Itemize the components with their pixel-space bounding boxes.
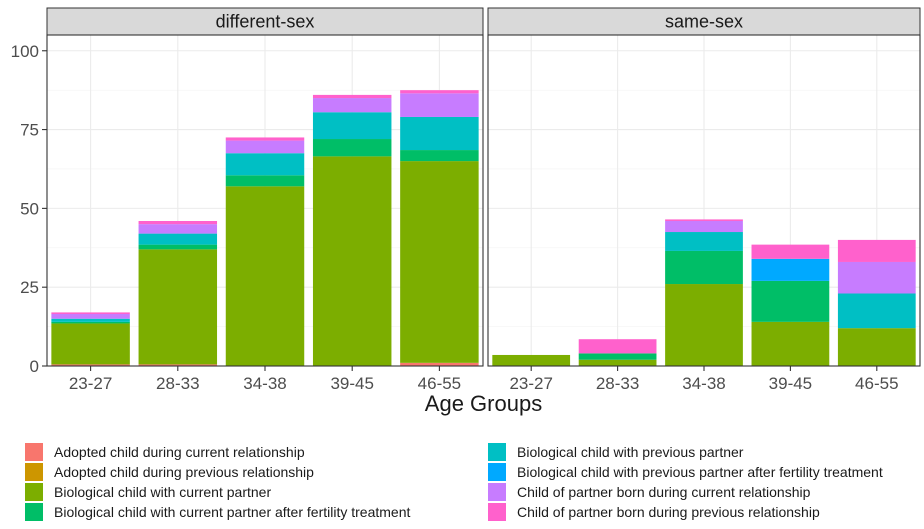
x-tick-label-different-sex-34-38: 34-38 [243,374,286,393]
bar-segment-different-sex-34-38-child-of-partner-born-during-previous-relationship [225,137,305,141]
bar-segment-same-sex-39-45-biological-child-with-current-partner [751,321,830,366]
bar-segment-different-sex-46-55-biological-child-with-current-partner [400,161,479,363]
legend-label: Adopted child during current relationshi… [54,444,305,460]
x-tick-label-different-sex-23-27: 23-27 [69,374,112,393]
legend-item-biological-child-with-previous-partner: Biological child with previous partner [488,443,744,461]
x-tick-label-same-sex-46-55: 46-55 [855,374,898,393]
legend-label: Biological child with previous partner a… [517,464,883,480]
legend-item-adopted-child-during-current-relationship: Adopted child during current relationshi… [25,443,305,461]
bar-segment-different-sex-39-45-biological-child-with-previous-partner [312,112,392,140]
bar-segment-different-sex-23-27-biological-child-with-current-partner [51,323,130,365]
bar-segment-same-sex-39-45-biological-child-with-previous-partner-after-fertility-treatment [751,258,830,281]
legend-key [25,483,43,501]
legend-label: Child of partner born during previous re… [517,504,820,520]
legend-label: Biological child with current partner af… [54,504,410,520]
x-tick-label-same-sex-34-38: 34-38 [682,374,725,393]
bars-different-sex [51,90,479,366]
y-axis: 0 25 50 75 100 [11,42,47,376]
legend-key [488,503,506,521]
bar-segment-same-sex-28-33-biological-child-with-current-partner-after-fertility-treatment [578,353,657,360]
bar-segment-different-sex-46-55-child-of-partner-born-during-previous-relationship [400,90,479,94]
bar-segment-different-sex-23-27-biological-child-with-current-partner-after-fertility-treatment [51,321,130,324]
bar-segment-different-sex-28-33-biological-child-with-current-partner [138,249,218,365]
legend-key [488,483,506,501]
legend-label: Adopted child during previous relationsh… [54,464,314,480]
bar-segment-different-sex-34-38-biological-child-with-current-partner [225,186,305,366]
bar-segment-different-sex-23-27-child-of-partner-born-during-previous-relationship [51,312,130,314]
bar-segment-different-sex-39-45-child-of-partner-born-during-current-relationship [312,98,392,113]
x-tick-label-same-sex-39-45: 39-45 [769,374,812,393]
y-tick-label-50: 50 [20,199,39,218]
legend-key [25,443,43,461]
y-tick-label-25: 25 [20,278,39,297]
bar-segment-different-sex-39-45-biological-child-with-current-partner [312,156,392,366]
legend-label: Biological child with current partner [54,484,271,500]
legend-label: Child of partner born during current rel… [517,484,811,500]
legend-item-biological-child-with-current-partner-after-fertility-treatment: Biological child with current partner af… [25,503,410,521]
bars-same-sex [492,219,916,366]
bar-segment-same-sex-46-55-child-of-partner-born-during-current-relationship [837,261,916,294]
bar-segment-different-sex-28-33-child-of-partner-born-during-current-relationship [138,224,218,234]
x-tick-label-different-sex-28-33: 28-33 [156,374,199,393]
bar-segment-different-sex-46-55-biological-child-with-previous-partner [400,116,479,151]
bar-segment-same-sex-34-38-child-of-partner-born-during-current-relationship [665,220,743,233]
bar-segment-same-sex-34-38-biological-child-with-previous-partner [665,232,743,251]
bar-segment-different-sex-46-55-biological-child-with-current-partner-after-fertility-treatment [400,150,479,162]
legend: Adopted child during current relationshi… [25,443,883,521]
bar-segment-different-sex-34-38-biological-child-with-current-partner-after-fertility-treatment [225,175,305,187]
panel-different-sex: different-sex 23-27 28-33 34-38 39-45 46-55 [46,7,484,393]
bar-segment-different-sex-34-38-biological-child-with-previous-partner [225,153,305,176]
legend-label: Biological child with previous partner [517,444,744,460]
y-tick-label-75: 75 [20,121,39,140]
legend-item-child-of-partner-born-during-current-relationship: Child of partner born during current rel… [488,483,811,501]
bar-segment-same-sex-34-38-child-of-partner-born-during-previous-relationship [665,219,743,221]
x-tick-label-different-sex-39-45: 39-45 [330,374,373,393]
legend-item-biological-child-with-current-partner: Biological child with current partner [25,483,271,501]
bar-segment-different-sex-28-33-biological-child-with-previous-partner [138,233,218,245]
bar-segment-different-sex-34-38-child-of-partner-born-during-current-relationship [225,140,305,154]
bar-segment-same-sex-28-33-biological-child-with-current-partner [578,359,657,366]
x-tick-label-same-sex-28-33: 28-33 [596,374,639,393]
bar-segment-different-sex-28-33-adopted-child-during-current-relationship [138,364,218,366]
bar-segment-same-sex-39-45-child-of-partner-born-during-previous-relationship [751,244,830,259]
bar-segment-different-sex-39-45-child-of-partner-born-during-previous-relationship [312,94,392,99]
x-tick-label-different-sex-46-55: 46-55 [418,374,461,393]
bar-segment-same-sex-34-38-biological-child-with-current-partner [665,284,743,366]
x-tick-label-same-sex-23-27: 23-27 [509,374,552,393]
bar-segment-different-sex-28-33-child-of-partner-born-during-previous-relationship [138,220,218,225]
y-tick-label-0: 0 [30,357,39,376]
facet-label-same-sex: same-sex [665,12,743,32]
bar-segment-different-sex-46-55-adopted-child-during-current-relationship [400,362,479,366]
legend-key [25,503,43,521]
bar-segment-same-sex-23-27-biological-child-with-current-partner [492,354,571,366]
bar-segment-same-sex-46-55-biological-child-with-previous-partner [837,293,916,329]
bar-segment-same-sex-34-38-biological-child-with-current-partner-after-fertility-treatment [665,250,743,285]
legend-item-adopted-child-during-previous-relationship: Adopted child during previous relationsh… [25,463,314,481]
legend-key [488,463,506,481]
bar-segment-same-sex-39-45-biological-child-with-current-partner-after-fertility-treatment [751,280,830,322]
bar-segment-different-sex-46-55-child-of-partner-born-during-current-relationship [400,93,479,117]
bar-segment-different-sex-28-33-biological-child-with-current-partner-after-fertility-treatment [138,244,218,250]
bar-segment-different-sex-23-27-biological-child-with-previous-partner [51,318,130,322]
bar-segment-different-sex-39-45-biological-child-with-current-partner-after-fertility-treatment [312,139,392,157]
bar-segment-same-sex-28-33-child-of-partner-born-during-previous-relationship [578,339,657,354]
facet-label-different-sex: different-sex [216,12,315,32]
panel-same-sex: same-sex 23-27 28-33 34-38 39-45 46-55 [487,7,921,393]
bar-segment-different-sex-23-27-adopted-child-during-current-relationship [51,364,130,366]
y-tick-label-100: 100 [11,42,39,61]
bar-segment-same-sex-46-55-child-of-partner-born-during-previous-relationship [837,239,916,262]
legend-item-biological-child-with-previous-partner-after-fertility-treatment: Biological child with previous partner a… [488,463,883,481]
legend-key [25,463,43,481]
legend-key [488,443,506,461]
facet-strip-different-sex [46,7,484,36]
bar-segment-different-sex-23-27-child-of-partner-born-during-current-relationship [51,313,130,319]
x-axis-title: Age Groups [425,391,542,416]
bar-segment-same-sex-46-55-biological-child-with-current-partner [837,328,916,366]
legend-item-child-of-partner-born-during-previous-relationship: Child of partner born during previous re… [488,503,820,521]
